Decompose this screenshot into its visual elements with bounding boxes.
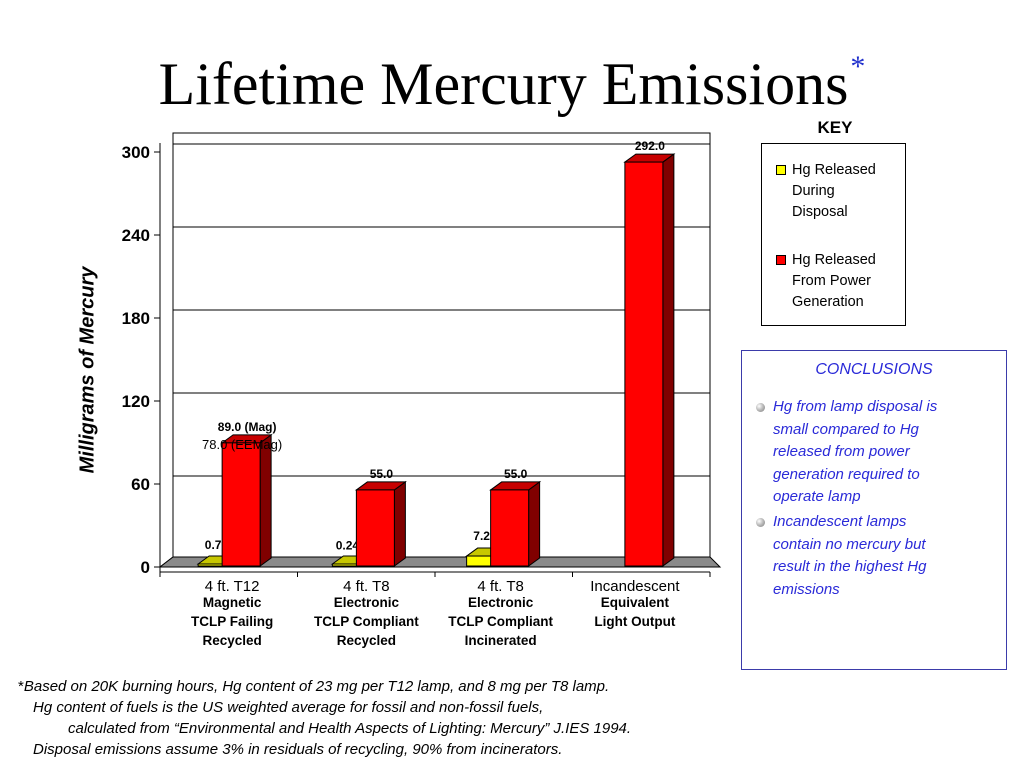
data-label-disposal: 7.2 [473,529,490,543]
title-asterisk: * [850,50,866,83]
legend-line: Hg Released [792,252,876,268]
bar-power-front [624,161,664,567]
legend-line: Disposal [792,204,848,220]
y-axis-label: Milligrams of Mercury [76,266,99,474]
x-category-subtitle: TCLP Failing [191,614,273,629]
bullet-icon [756,518,765,527]
x-category-subtitle: Recycled [337,633,396,648]
title-text: Lifetime Mercury Emissions [158,51,849,117]
data-label-power: 292.0 [635,139,665,153]
footnote: *Based on 20K burning hours, Hg content … [18,676,1008,760]
conclusion-line: Incandescent lamps [773,513,907,530]
data-label-power: 89.0 (Mag) [218,420,277,434]
conclusion-line: operate lamp [773,488,861,505]
conclusions-box: CONCLUSIONS Hg from lamp disposal is sma… [741,350,1007,670]
conclusions-title: CONCLUSIONS [815,361,933,378]
legend-swatch-power [776,255,786,265]
legend-label-disposal: Hg Released During Disposal [792,160,907,223]
footnote-line: Hg content of fuels is the US weighted a… [33,699,544,716]
footnote-line: *Based on 20K burning hours, Hg content … [18,676,1008,697]
x-category-title: 4 ft. T8 [477,578,523,595]
data-label-extra: 78.0 (EEMag) [202,437,282,452]
footnote-line: Disposal emissions assume 3% in residual… [33,741,563,758]
x-category-subtitle: Equivalent [601,595,670,610]
y-tick-label: 300 [122,143,150,162]
legend-label-power: Hg Released From Power Generation [792,250,907,313]
bar-power-side [259,433,272,567]
x-category-subtitle: Light Output [594,614,675,629]
legend-line: During [792,183,835,199]
legend-box: Hg Released During Disposal Hg Released … [761,143,906,326]
bar-power-side [662,153,675,567]
x-category-subtitle: TCLP Compliant [448,614,553,629]
x-category-subtitle: TCLP Compliant [314,614,419,629]
legend-line: Generation [792,294,864,310]
data-label-power: 55.0 [370,467,394,481]
bar-power-front [490,489,530,567]
bar-power-side [528,480,541,567]
data-label-power: 55.0 [504,467,528,481]
conclusion-line: released from power [773,443,910,460]
footnote-line: calculated from “Environmental and Healt… [68,720,632,737]
conclusion-text: Incandescent lamps contain no mercury bu… [773,511,993,601]
conclusion-line: generation required to [773,465,920,483]
x-category-title: Incandescent [590,578,680,595]
conclusion-line: Hg from lamp disposal is [773,398,938,415]
y-tick-label: 240 [122,226,150,245]
conclusion-line: contain no mercury but [773,535,926,553]
x-category-subtitle: Electronic [468,595,534,610]
x-category-subtitle: Electronic [334,595,400,610]
x-category-title: 4 ft. T8 [343,578,389,595]
x-category-subtitle: Magnetic [203,595,262,610]
conclusion-line: small compared to Hg [773,420,919,438]
conclusion-text: Hg from lamp disposal is small compared … [773,396,993,509]
y-tick-label: 180 [122,309,150,328]
y-tick-label: 0 [141,558,150,577]
x-category-subtitle: Recycled [202,633,261,648]
bar-power-side [393,480,406,567]
footnote-text: Based on 20K burning hours, Hg content o… [23,678,610,695]
x-category-title: 4 ft. T12 [205,578,260,595]
legend-swatch-disposal [776,165,786,175]
bar-power-front [355,489,395,567]
bar-power-front [221,442,261,567]
data-label-disposal: 0.24 [336,539,360,553]
data-label-disposal: 0.7 [205,538,222,552]
conclusion-line: result in the highest Hg [773,558,927,575]
footnote-asterisk: * [18,678,24,695]
key-title: KEY [817,118,853,137]
y-tick-label: 60 [131,475,150,494]
x-category-subtitle: Incinerated [465,633,537,648]
conclusion-line: emissions [773,580,840,598]
legend-line: From Power [792,273,871,289]
legend-line: Hg Released [792,162,876,178]
slide-title: Lifetime Mercury Emissions* [0,32,1024,119]
bullet-icon [756,403,765,412]
y-tick-label: 120 [122,392,150,411]
